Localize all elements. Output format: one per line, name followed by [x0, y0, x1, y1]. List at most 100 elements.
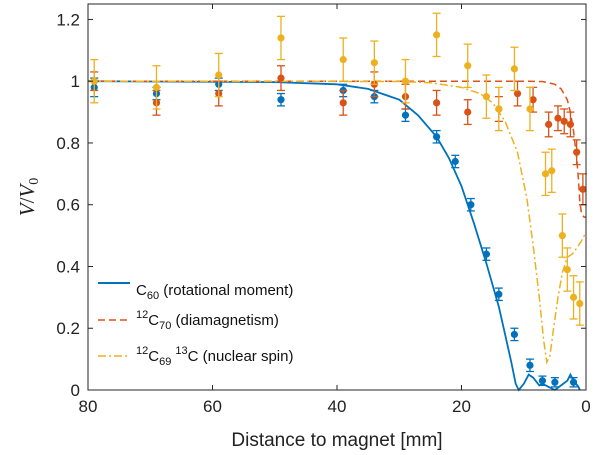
- y-tick-label: 0.6: [56, 196, 80, 215]
- series-2-point-7: [432, 12, 441, 58]
- marker: [482, 93, 490, 101]
- marker: [339, 99, 347, 107]
- y-tick-label: 0.8: [56, 134, 80, 153]
- marker: [569, 293, 578, 301]
- marker: [433, 133, 441, 141]
- marker: [433, 99, 441, 107]
- series-2-point-2: [214, 52, 223, 98]
- marker: [464, 108, 472, 116]
- series-2-point-14: [547, 148, 556, 194]
- series-1-point-15: [566, 111, 575, 138]
- y-tick-label: 0: [71, 381, 80, 400]
- marker: [529, 96, 537, 104]
- series-2-point-6: [401, 58, 410, 104]
- legend-c69c-sub: 69: [159, 356, 171, 368]
- series-2-point-15: [558, 213, 567, 258]
- series-0-point-16: [569, 376, 578, 388]
- marker: [90, 77, 98, 85]
- series-1-point-10: [513, 80, 522, 107]
- marker: [579, 185, 587, 193]
- marker: [563, 265, 571, 274]
- series-0-point-6: [401, 108, 410, 122]
- marker: [401, 77, 410, 85]
- legend-c69c-pre-sup: 12: [136, 345, 148, 357]
- y-axis-title: V/V0: [15, 178, 42, 217]
- y-tick-label: 0.2: [56, 319, 80, 338]
- marker: [464, 62, 472, 70]
- x-tick-label: 80: [79, 397, 98, 416]
- series-2-point-1: [152, 65, 161, 110]
- series-0-point-11: [494, 287, 503, 302]
- legend-label-c60: C60 (rotational moment): [136, 282, 293, 302]
- marker: [554, 114, 562, 122]
- x-axis-title: Distance to magnet [mm]: [231, 430, 442, 451]
- y-axis-title-main: V: [15, 201, 39, 216]
- legend-c60-base: C: [136, 282, 147, 299]
- marker: [152, 83, 161, 91]
- marker: [558, 232, 566, 240]
- x-tick-label: 0: [581, 397, 590, 416]
- legend-c60-sub: 60: [147, 290, 159, 302]
- data-points: [90, 12, 587, 388]
- marker: [215, 71, 223, 79]
- marker: [566, 120, 575, 129]
- y-tick-label: 1: [71, 72, 80, 91]
- marker: [467, 201, 475, 209]
- series-0-point-8: [451, 154, 460, 169]
- series-2-point-17: [569, 275, 578, 320]
- marker: [526, 361, 534, 369]
- y-tick-label: 0.4: [56, 257, 80, 276]
- series-1-point-3: [276, 65, 285, 92]
- legend-c60-desc: (rotational moment): [159, 282, 293, 299]
- series-2-point-10: [494, 86, 503, 132]
- series-1-point-8: [463, 99, 472, 126]
- marker: [526, 105, 534, 113]
- legend-c70-pre-sup: 12: [136, 309, 148, 321]
- legend: C60 (rotational moment) 12C70 (diamagnet…: [98, 282, 293, 368]
- legend-c69c-tail: C: [188, 348, 199, 365]
- y-axis-title-subscript: 0: [27, 178, 42, 185]
- marker: [560, 117, 568, 125]
- series-1-point-14: [560, 108, 569, 135]
- marker: [510, 330, 519, 339]
- marker: [513, 89, 522, 98]
- marker: [573, 148, 581, 156]
- series-2-fit-curve: [87, 80, 586, 365]
- marker: [339, 55, 347, 64]
- series-0-point-15: [550, 376, 559, 388]
- series-0-point-3: [276, 92, 285, 107]
- series-2-point-11: [510, 46, 519, 92]
- x-tick-label: 20: [452, 397, 471, 416]
- series-1-point-4: [339, 89, 348, 116]
- legend-label-c70: 12C70 (diamagnetism): [136, 309, 279, 332]
- x-tick-label: 60: [203, 397, 222, 416]
- y-tick-label: 1.2: [56, 10, 80, 29]
- series-0-point-10: [482, 247, 491, 261]
- series-2-point-18: [575, 281, 584, 326]
- legend-c70-sub: 70: [159, 320, 171, 332]
- legend-c69c-tail-sup: 13: [175, 345, 187, 357]
- marker: [482, 250, 490, 258]
- marker: [548, 167, 556, 175]
- marker: [538, 377, 547, 385]
- plot-frame: [87, 3, 587, 391]
- series-1-point-16: [572, 139, 581, 166]
- legend-c69c-base: C: [148, 348, 159, 365]
- series-2-point-0: [90, 58, 99, 104]
- marker: [551, 378, 559, 386]
- series-2-point-13: [541, 151, 550, 197]
- marker: [495, 105, 503, 113]
- series-0-point-7: [432, 129, 441, 144]
- marker: [495, 290, 503, 298]
- marker: [277, 74, 285, 82]
- series-2-point-12: [525, 86, 534, 132]
- marker: [545, 120, 553, 129]
- x-tick-label: 40: [328, 397, 347, 416]
- legend-label-c69c: 12C6913C (nuclear spin): [136, 345, 293, 368]
- series-2-point-5: [370, 40, 379, 85]
- marker: [451, 157, 459, 166]
- series-0-point-14: [538, 375, 547, 387]
- marker: [510, 65, 519, 73]
- series-1-point-13: [553, 105, 562, 132]
